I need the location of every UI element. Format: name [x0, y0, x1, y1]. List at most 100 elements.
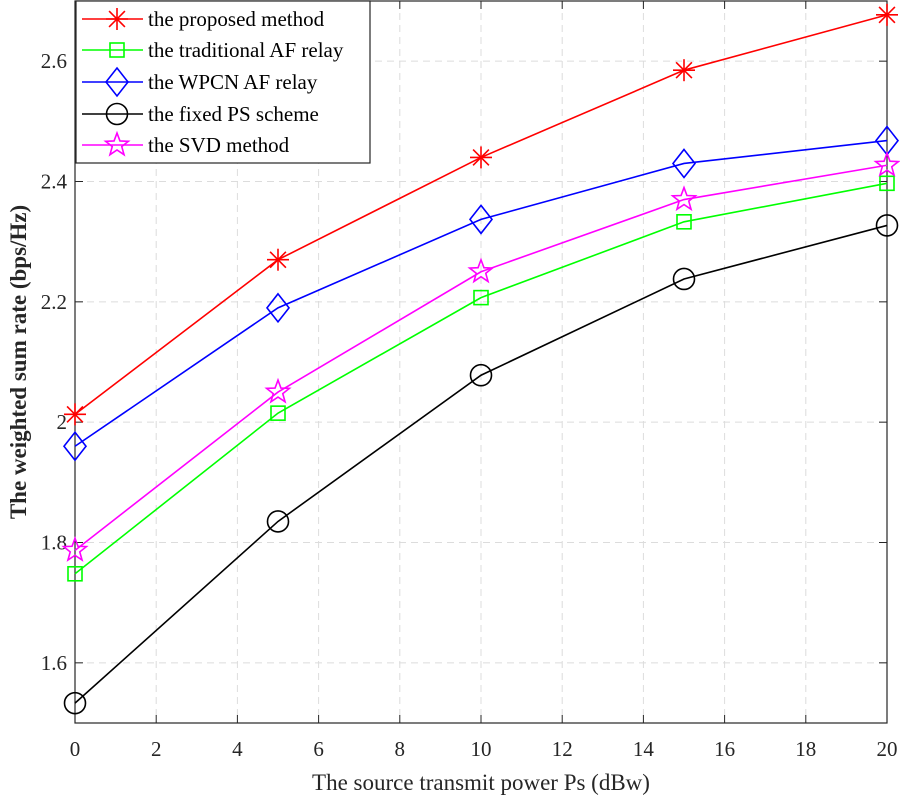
data-point: [879, 175, 895, 192]
series-line: [74, 182, 888, 575]
x-tick-label: 8: [395, 737, 406, 761]
data-point: [265, 292, 291, 324]
legend-marker: [106, 8, 128, 30]
data-point: [473, 289, 489, 306]
diamond-shape: [468, 204, 494, 235]
data-point: [61, 536, 89, 562]
data-point: [670, 185, 698, 212]
series-the-fixed-ps-scheme: [63, 214, 899, 715]
data-point: [875, 214, 899, 237]
series-line: [74, 164, 888, 551]
diamond-shape: [671, 148, 697, 179]
square-shape: [67, 565, 83, 582]
y-tick-label: 2.6: [41, 49, 67, 73]
x-tick-label: 18: [795, 737, 816, 761]
circle-shape: [63, 691, 87, 715]
x-axis-label: The source transmit power Ps (dBw): [312, 770, 650, 795]
data-point: [63, 691, 87, 715]
data-point: [671, 148, 697, 179]
asterisk-stroke: [675, 61, 693, 79]
pentagram-shape: [467, 257, 495, 284]
legend-label: the SVD method: [148, 133, 290, 157]
legend-entry: the proposed method: [82, 7, 325, 31]
series-line: [74, 224, 888, 704]
circle-shape: [469, 363, 493, 387]
square-shape: [473, 289, 489, 306]
pentagram-shape: [103, 130, 131, 157]
legend-marker: [103, 130, 131, 157]
series-group: [61, 3, 900, 715]
legend-marker: [104, 66, 130, 98]
x-tick-label: 16: [714, 737, 735, 761]
x-tick-label: 6: [313, 737, 324, 761]
y-axis-ticks: 1.6 1.8 2 2.2 2.4 2.6: [41, 49, 887, 675]
square-shape: [109, 42, 125, 58]
x-tick-label: 0: [70, 737, 81, 761]
asterisk-stroke: [269, 251, 287, 269]
pentagram-shape: [670, 185, 698, 212]
legend-label: the proposed method: [148, 7, 325, 31]
x-tick-label: 12: [552, 737, 573, 761]
data-point: [876, 3, 898, 26]
x-tick-label: 14: [633, 737, 655, 761]
square-shape: [879, 175, 895, 192]
data-point: [267, 248, 289, 271]
circle-shape: [266, 510, 290, 533]
x-axis-ticks: 0 2 4 6 8 10 12 14 16 18 20: [70, 1, 898, 761]
circle-shape: [672, 267, 696, 291]
x-tick-label: 4: [232, 737, 243, 761]
series-the-traditional-af-relay: [67, 175, 895, 582]
data-point: [469, 363, 493, 387]
y-tick-label: 1.6: [41, 651, 67, 675]
diamond-shape: [62, 430, 88, 462]
legend-label: the WPCN AF relay: [148, 70, 318, 94]
legend-marker: [109, 42, 125, 58]
data-point: [467, 257, 495, 284]
asterisk-stroke: [472, 148, 490, 166]
y-tick-label: 2.2: [41, 290, 67, 314]
series-the-wpcn-af-relay: [62, 125, 900, 462]
data-point: [266, 510, 290, 533]
legend-marker: [105, 102, 129, 126]
data-point: [470, 146, 492, 169]
pentagram-shape: [61, 536, 89, 562]
legend-label: the traditional AF relay: [148, 38, 344, 62]
pentagram-shape: [873, 150, 900, 177]
legend-entry: the WPCN AF relay: [82, 66, 318, 98]
y-axis-label: The weighted sum rate (bps/Hz): [6, 205, 31, 519]
series-line: [74, 139, 888, 447]
x-tick-label: 2: [151, 737, 162, 761]
diamond-shape: [104, 66, 130, 98]
series-the-svd-method: [61, 150, 900, 562]
series-the-proposed-method: [64, 3, 898, 426]
square-shape: [676, 214, 692, 230]
data-point: [873, 150, 900, 177]
data-point: [264, 377, 292, 404]
data-point: [62, 430, 88, 462]
legend-entry: the fixed PS scheme: [82, 102, 319, 126]
square-shape: [270, 405, 286, 421]
data-point: [67, 565, 83, 582]
asterisk-stroke: [878, 6, 896, 24]
data-point: [676, 214, 692, 230]
x-tick-label: 20: [877, 737, 898, 761]
data-point: [673, 59, 695, 82]
asterisk-stroke: [108, 10, 126, 28]
circle-shape: [875, 214, 899, 237]
x-tick-label: 10: [471, 737, 492, 761]
legend-label: the fixed PS scheme: [148, 102, 319, 126]
data-point: [468, 204, 494, 235]
y-tick-label: 2.4: [41, 170, 68, 194]
y-tick-label: 1.8: [41, 531, 67, 555]
legend-entry: the traditional AF relay: [82, 38, 344, 62]
data-point: [64, 403, 86, 426]
asterisk-stroke: [66, 405, 84, 423]
legend: the proposed method the traditional AF re…: [75, 0, 371, 164]
pentagram-shape: [264, 377, 292, 404]
circle-shape: [105, 102, 129, 126]
data-point: [672, 267, 696, 291]
data-point: [270, 405, 286, 421]
diamond-shape: [265, 292, 291, 324]
